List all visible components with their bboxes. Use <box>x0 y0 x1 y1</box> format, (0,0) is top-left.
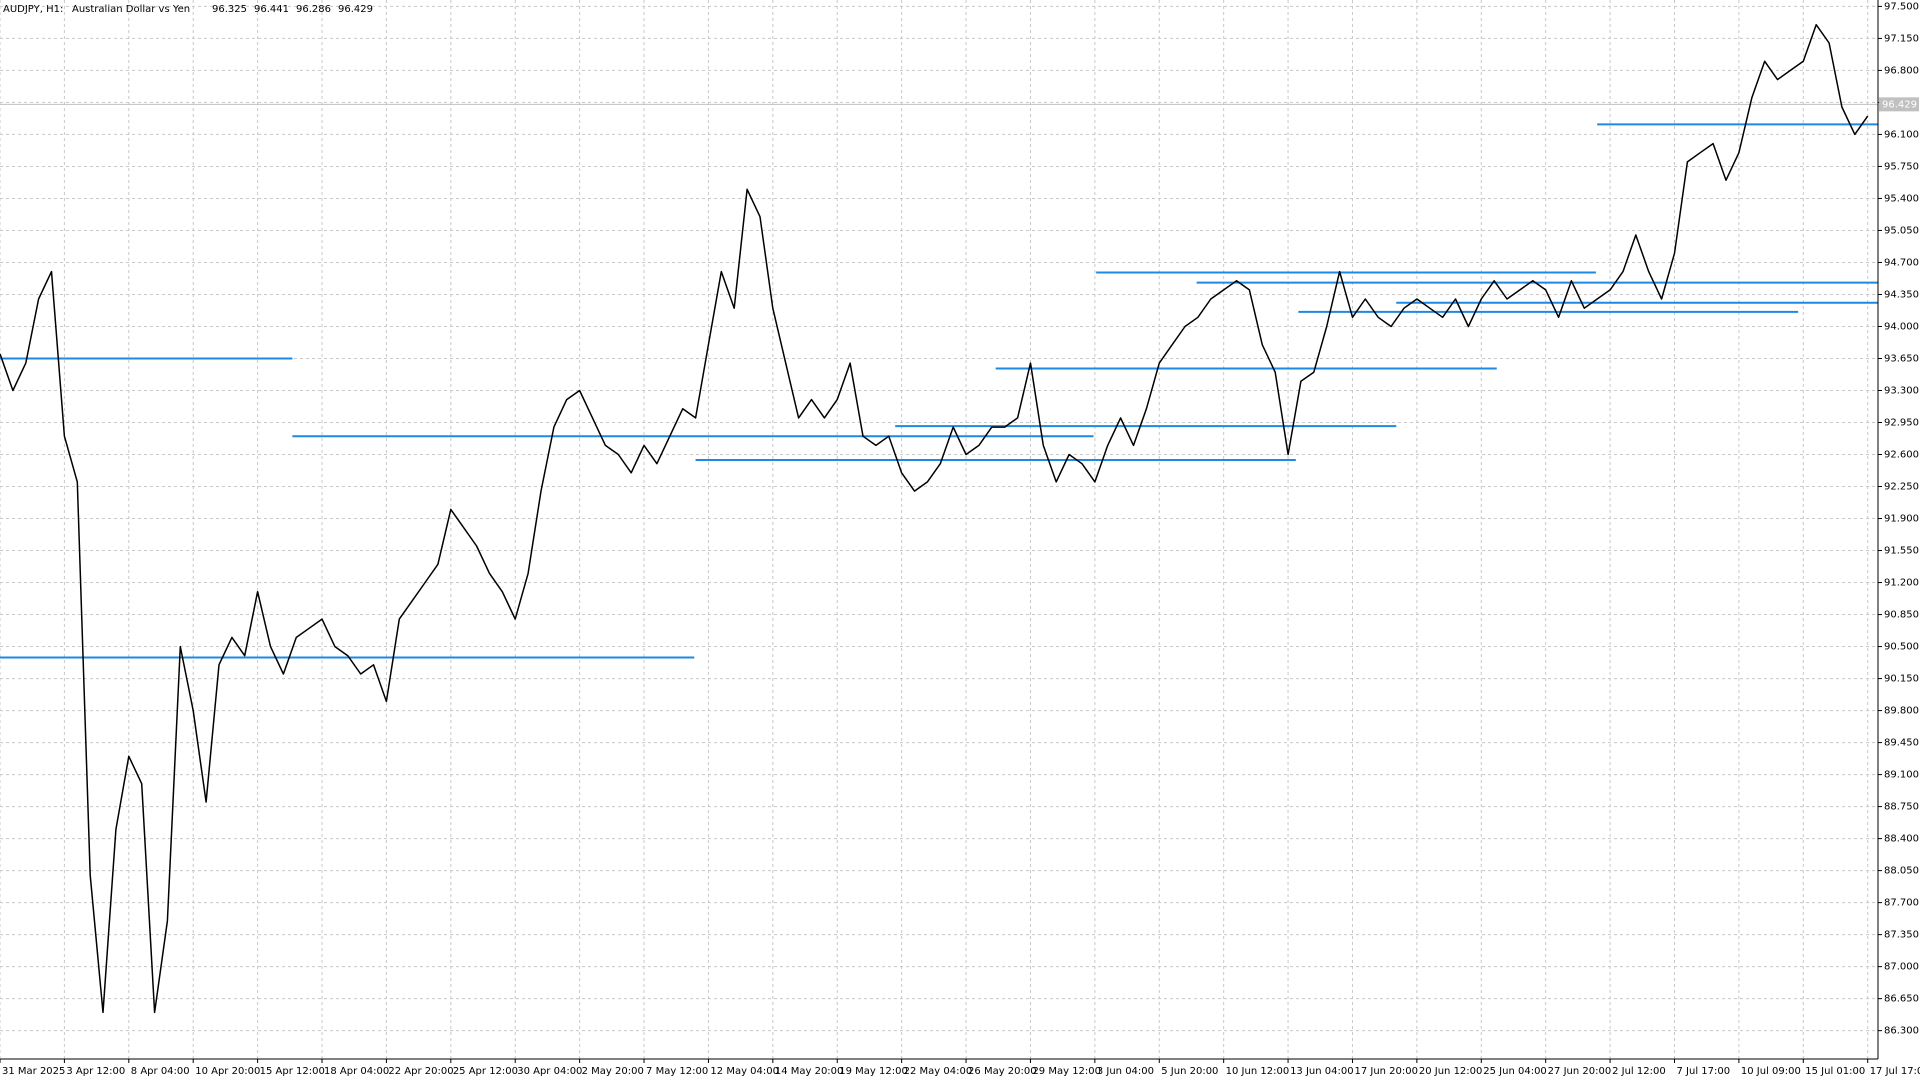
y-tick-label: 90.500 <box>1884 642 1919 653</box>
levels <box>0 103 1878 659</box>
x-tick-label: 26 May 20:00 <box>968 1066 1037 1077</box>
grid <box>0 0 1878 1059</box>
x-tick-label: 2 Jul 12:00 <box>1612 1066 1666 1077</box>
symbol: AUDJPY, H1: <box>3 4 63 15</box>
y-tick-label: 95.400 <box>1884 193 1919 204</box>
price-label-box <box>1879 97 1919 112</box>
y-tick-label: 97.500 <box>1884 1 1919 12</box>
y-tick-label: 88.750 <box>1884 802 1919 813</box>
y-tick-label: 92.600 <box>1884 450 1919 461</box>
x-tick-label: 18 Apr 04:00 <box>324 1066 389 1077</box>
x-tick-label: 10 Apr 20:00 <box>195 1066 260 1077</box>
y-tick-label: 95.050 <box>1884 225 1919 236</box>
x-tick-label: 29 May 12:00 <box>1032 1066 1101 1077</box>
x-tick-label: 7 May 12:00 <box>646 1066 708 1077</box>
y-tick-label: 97.150 <box>1884 33 1919 44</box>
y-tick-label: 87.000 <box>1884 962 1919 973</box>
x-tick-label: 10 Jul 09:00 <box>1741 1066 1801 1077</box>
y-tick-label: 91.200 <box>1884 578 1919 589</box>
y-tick-label: 89.800 <box>1884 706 1919 717</box>
x-tick-label: 5 Jun 20:00 <box>1161 1066 1218 1077</box>
y-tick-label: 96.800 <box>1884 65 1919 76</box>
y-tick-label: 89.450 <box>1884 738 1919 749</box>
x-tick-label: 12 May 04:00 <box>710 1066 779 1077</box>
x-tick-label: 22 May 04:00 <box>904 1066 973 1077</box>
y-tick-label: 89.100 <box>1884 770 1919 781</box>
y-tick-label: 96.100 <box>1884 129 1919 140</box>
x-tick-label: 30 Apr 04:00 <box>517 1066 582 1077</box>
y-tick-label: 94.350 <box>1884 289 1919 300</box>
y-tick-label: 86.650 <box>1884 994 1919 1005</box>
x-tick-label: 7 Jul 17:00 <box>1676 1066 1730 1077</box>
x-tick-label: 14 May 20:00 <box>775 1066 844 1077</box>
y-tick-label: 93.300 <box>1884 385 1919 396</box>
y-tick-label: 95.750 <box>1884 161 1919 172</box>
y-tick-label: 88.050 <box>1884 866 1919 877</box>
low: 96.286 <box>296 4 331 15</box>
x-tick-label: 13 Jun 04:00 <box>1290 1066 1354 1077</box>
y-tick-label: 92.950 <box>1884 418 1919 429</box>
x-tick-label: 20 Jun 12:00 <box>1419 1066 1483 1077</box>
high: 96.441 <box>254 4 289 15</box>
description: Australian Dollar vs Yen <box>72 4 190 15</box>
x-tick-label: 17 Jul 17:00 <box>1870 1066 1920 1077</box>
x-tick-label: 3 Jun 04:00 <box>1097 1066 1154 1077</box>
open: 96.325 <box>212 4 247 15</box>
x-tick-label: 8 Apr 04:00 <box>131 1066 190 1077</box>
x-tick-label: 2 May 20:00 <box>582 1066 644 1077</box>
y-tick-label: 90.150 <box>1884 674 1919 685</box>
x-tick-label: 3 Apr 12:00 <box>66 1066 125 1077</box>
y-tick-label: 86.300 <box>1884 1026 1919 1037</box>
y-tick-label: 91.900 <box>1884 514 1919 525</box>
y-tick-label: 92.250 <box>1884 482 1919 493</box>
x-tick-label: 17 Jun 20:00 <box>1354 1066 1418 1077</box>
x-tick-label: 27 Jun 20:00 <box>1548 1066 1612 1077</box>
y-tick-label: 88.400 <box>1884 834 1919 845</box>
header: AUDJPY, H1: Australian Dollar vs Yen 96.… <box>3 4 373 15</box>
x-tick-label: 19 May 12:00 <box>839 1066 908 1077</box>
x-tick-label: 25 Apr 12:00 <box>453 1066 518 1077</box>
x-tick-label: 22 Apr 20:00 <box>388 1066 453 1077</box>
x-tick-label: 15 Apr 12:00 <box>260 1066 325 1077</box>
series <box>0 23 1869 1014</box>
y-tick-label: 94.700 <box>1884 257 1919 268</box>
y-tick-label: 87.350 <box>1884 930 1919 941</box>
price-series <box>0 23 1869 1014</box>
x-tick-label: 31 Mar 2025 <box>2 1066 65 1077</box>
y-tick-label: 93.650 <box>1884 353 1919 364</box>
y-tick-label: 90.850 <box>1884 610 1919 621</box>
x-tick-label: 15 Jul 01:00 <box>1805 1066 1865 1077</box>
x-tick-label: 25 Jun 04:00 <box>1483 1066 1547 1077</box>
price-label: 96.429 <box>1882 99 1917 110</box>
y-tick-label: 94.000 <box>1884 321 1919 332</box>
y-tick-label: 91.550 <box>1884 546 1919 557</box>
close: 96.429 <box>338 4 373 15</box>
y-tick-label: 87.700 <box>1884 898 1919 909</box>
x-tick-label: 10 Jun 12:00 <box>1226 1066 1290 1077</box>
